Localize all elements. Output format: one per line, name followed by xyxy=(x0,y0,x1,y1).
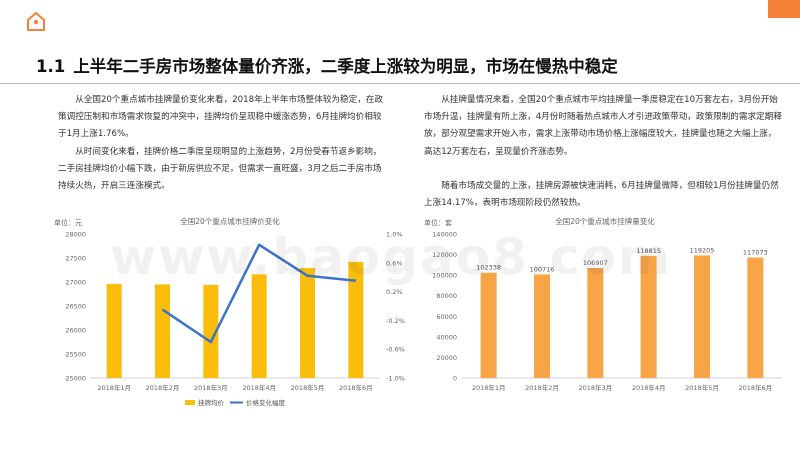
volume-chart-title: 全国20个重点城市挂牌量变化 xyxy=(555,216,655,226)
category-label: 2018年4月 xyxy=(632,383,666,392)
volume-data-label: 117073 xyxy=(743,249,768,257)
y-tick-label: 60000 xyxy=(436,313,457,321)
volume-chart-categories: 2018年1月 2018年2月 2018年3月 2018年4月 2018年5月 2018年… xyxy=(472,383,772,392)
right-paragraph-2: 随着市场成交量的上涨，挂牌房源被快速消耗，6月挂牌量微降，但相较1月份挂牌量仍然… xyxy=(424,181,779,209)
price-chart: 单位：元 全国20个重点城市挂牌价变化 25000 25500 26000 26500… xyxy=(54,216,405,407)
volume-bar xyxy=(587,268,604,378)
section-number: 1.1 xyxy=(36,57,66,76)
legend-label-line: 价格变化幅度 xyxy=(246,398,286,407)
price-bar xyxy=(106,283,122,378)
house-logo-icon xyxy=(27,11,45,31)
volume-data-label: 102338 xyxy=(476,264,501,272)
right-tick-label: -0.6% xyxy=(386,346,405,354)
volume-chart-unit: 单位：套 xyxy=(424,218,452,227)
right-tick-label: -0.2% xyxy=(386,317,405,325)
y-tick-label: 80000 xyxy=(436,292,457,300)
price-bar xyxy=(348,261,364,378)
category-label: 2018年1月 xyxy=(472,383,506,392)
volume-bar xyxy=(694,255,710,378)
header-divider xyxy=(0,83,800,84)
category-label: 2018年3月 xyxy=(194,383,228,392)
price-chart-right-axis: -1.0% -0.6% -0.2% 0.2% 0.6% 1.0% xyxy=(386,231,405,383)
category-label: 2018年6月 xyxy=(339,383,373,392)
price-chart-categories: 2018年1月 2018年2月 2018年3月 2018年4月 2018年5月 2018年… xyxy=(97,383,372,392)
price-chart-bars xyxy=(106,261,364,378)
price-bar xyxy=(155,284,170,378)
category-label: 2018年4月 xyxy=(242,383,276,392)
volume-data-label: 106907 xyxy=(583,259,608,267)
volume-chart-bars: 102338 100716 106907 118815 119205 117073 xyxy=(476,246,768,378)
legend-swatch-bar xyxy=(185,400,195,405)
category-label: 2018年5月 xyxy=(291,383,325,392)
left-tick-label: 25500 xyxy=(65,351,86,359)
volume-chart-axis: 0 20000 40000 60000 80000 100000 120000 140000 xyxy=(432,231,457,383)
volume-bar xyxy=(480,272,497,378)
volume-bar xyxy=(534,274,550,378)
right-tick-label: -1.0% xyxy=(386,375,405,383)
y-tick-label: 120000 xyxy=(432,251,457,259)
price-bar xyxy=(251,274,267,378)
left-tick-label: 26000 xyxy=(65,327,86,335)
category-label: 2018年2月 xyxy=(525,383,559,392)
category-label: 2018年6月 xyxy=(738,383,772,392)
volume-bar xyxy=(640,255,657,378)
left-tick-label: 27500 xyxy=(65,255,86,263)
left-tick-label: 25000 xyxy=(65,375,86,383)
legend-label-bar: 挂牌均价 xyxy=(198,398,225,407)
section-title: 上半年二手房市场整体量价齐涨，二季度上涨较为明显，市场在慢热中稳定 xyxy=(73,57,618,76)
price-bar xyxy=(300,268,315,378)
category-label: 2018年2月 xyxy=(146,383,180,392)
y-tick-label: 140000 xyxy=(432,231,457,239)
category-label: 2018年1月 xyxy=(97,383,131,392)
watermark: www.baogao8.com xyxy=(110,228,673,286)
y-tick-label: 20000 xyxy=(436,354,457,362)
change-series-line xyxy=(161,243,356,344)
category-label: 2018年3月 xyxy=(578,383,612,392)
right-tick-label: 1.0% xyxy=(386,231,403,239)
volume-bar xyxy=(747,257,764,378)
left-paragraph-1: 从全国20个重点城市挂牌量价变化来看，2018年上半年市场整体较为稳定，在政策调… xyxy=(58,95,383,140)
price-bar xyxy=(203,284,219,378)
volume-data-label: 118815 xyxy=(636,247,661,255)
price-chart-left-axis: 25000 25500 26000 26500 27000 27500 28000 xyxy=(65,231,86,383)
price-chart-legend: 挂牌均价 价格变化幅度 xyxy=(185,398,286,407)
left-tick-label: 26500 xyxy=(65,303,86,311)
right-tick-label: 0.6% xyxy=(386,259,403,267)
right-paragraph-1: 从挂牌量情况来看，全国20个重点城市平均挂牌量一季度稳定在10万套左右，3月份开… xyxy=(424,95,782,157)
volume-data-label: 119205 xyxy=(690,246,715,254)
left-tick-label: 28000 xyxy=(65,231,86,239)
price-chart-unit: 单位：元 xyxy=(54,218,82,227)
category-label: 2018年5月 xyxy=(685,383,719,392)
volume-chart: 单位：套 全国20个重点城市挂牌量变化 0 20000 40000 60000 8000… xyxy=(424,216,782,392)
corner-accent xyxy=(768,0,800,18)
y-tick-label: 0 xyxy=(453,375,457,383)
left-paragraph-2: 从时间变化来看，挂牌价格二季度呈现明显的上涨趋势，2月份受春节返乡影响，二手房挂… xyxy=(58,147,382,192)
left-tick-label: 27000 xyxy=(65,279,86,287)
right-tick-label: 0.2% xyxy=(386,288,403,296)
price-chart-line xyxy=(161,243,356,344)
section-title-row: 1.1 上半年二手房市场整体量价齐涨，二季度上涨较为明显，市场在慢热中稳定 xyxy=(36,53,618,77)
price-chart-title: 全国20个重点城市挂牌价变化 xyxy=(180,216,280,226)
y-tick-label: 100000 xyxy=(432,272,457,280)
y-tick-label: 40000 xyxy=(436,333,457,341)
volume-data-label: 100716 xyxy=(530,265,555,273)
